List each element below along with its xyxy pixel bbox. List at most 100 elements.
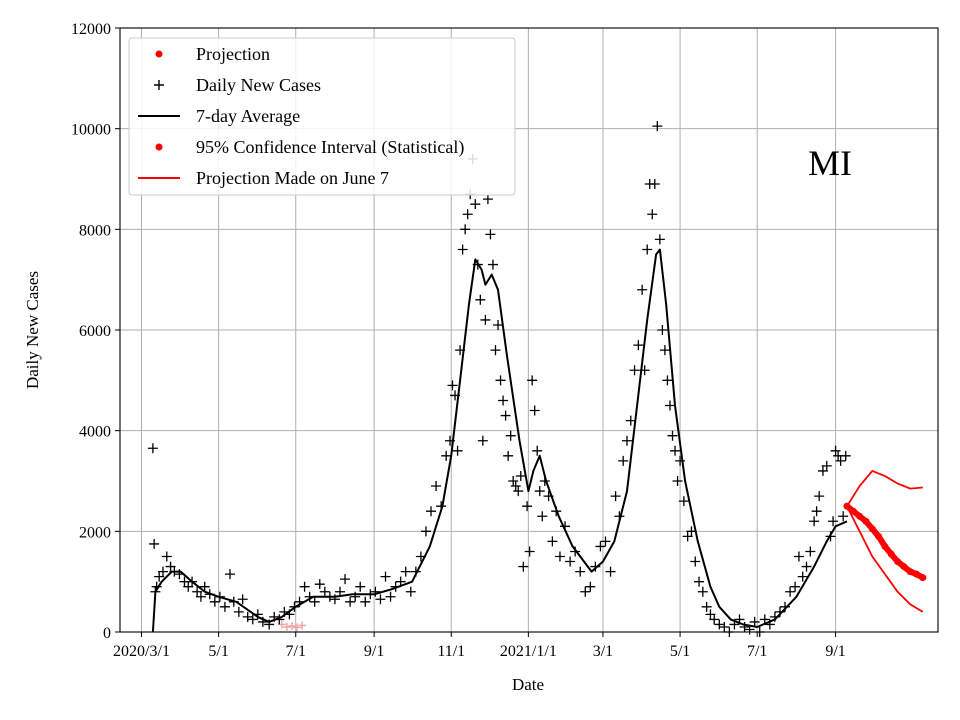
daily-case-marker <box>527 375 538 386</box>
daily-case-marker <box>493 319 504 330</box>
seven-day-average-line <box>151 248 848 633</box>
legend-label: Projection <box>196 44 270 64</box>
daily-case-marker <box>797 571 808 582</box>
daily-case-marker <box>529 405 540 416</box>
projection-lower-line <box>846 505 924 613</box>
daily-case-marker <box>657 325 668 335</box>
y-tick-label: 6000 <box>79 323 111 340</box>
daily-case-marker <box>705 609 716 620</box>
projection-upper-line <box>846 469 923 507</box>
daily-case-marker <box>340 574 351 585</box>
legend-label: Daily New Cases <box>196 75 321 95</box>
daily-case-marker <box>600 536 611 547</box>
daily-case-marker <box>522 501 533 512</box>
daily-case-marker <box>547 536 558 547</box>
daily-case-marker <box>580 586 591 597</box>
legend-label: 95% Confidence Interval (Statistical) <box>196 137 464 158</box>
x-tick-label: 2021/1/1 <box>500 643 557 660</box>
daily-case-marker <box>149 538 160 549</box>
daily-case-marker <box>224 569 235 580</box>
daily-case-marker <box>247 614 258 625</box>
daily-case-marker <box>625 415 636 426</box>
daily-case-marker <box>477 435 488 446</box>
x-tick-label: 9/1 <box>364 643 384 660</box>
daily-case-marker <box>605 566 616 577</box>
daily-case-marker <box>457 244 468 255</box>
projection-point <box>862 517 870 525</box>
daily-case-marker <box>462 209 473 220</box>
legend-dot-marker <box>155 50 163 58</box>
projection-point <box>868 525 876 533</box>
x-tick-label: 5/1 <box>670 643 690 660</box>
daily-case-marker <box>431 481 442 492</box>
daily-case-marker <box>370 586 381 597</box>
daily-case-marker <box>334 586 345 597</box>
early-projection-marker <box>298 621 307 630</box>
daily-case-marker <box>441 450 452 461</box>
x-tick-label: 9/1 <box>825 643 845 660</box>
daily-case-marker <box>801 561 812 572</box>
daily-case-marker <box>209 596 220 607</box>
projection-point <box>856 512 864 520</box>
daily-case-marker <box>498 395 509 406</box>
legend: Projection Daily New Cases 7-day Average 95… <box>128 37 516 196</box>
daily-case-marker <box>309 596 320 607</box>
daily-case-marker <box>237 594 248 605</box>
daily-case-marker <box>460 224 471 235</box>
daily-case-marker <box>838 511 849 522</box>
daily-case-marker <box>610 491 621 502</box>
daily-case-marker <box>629 365 640 376</box>
daily-case-marker <box>385 591 396 602</box>
legend-box <box>128 37 516 196</box>
daily-case-marker <box>790 581 801 592</box>
daily-case-marker <box>192 586 203 597</box>
projection-point <box>875 532 883 540</box>
daily-case-marker <box>345 596 356 607</box>
daily-case-marker <box>809 516 820 527</box>
daily-case-marker <box>670 445 681 456</box>
x-tick-label: 7/1 <box>286 643 306 660</box>
projection-point <box>906 568 914 576</box>
daily-case-marker <box>621 435 632 446</box>
axes: 2020/3/1 5/1 7/1 9/1 11/1 2021/1/1 3/1 5/1 7/1 9/… <box>71 21 846 660</box>
daily-case-marker <box>518 561 529 572</box>
daily-case-marker <box>675 455 686 466</box>
daily-case-marker <box>840 450 851 461</box>
daily-case-marker <box>659 345 670 356</box>
y-tick-label: 12000 <box>71 21 111 38</box>
daily-case-marker <box>664 400 675 411</box>
early-projection-marker <box>287 621 296 630</box>
x-tick-label: 5/1 <box>208 643 228 660</box>
daily-case-marker <box>199 581 210 592</box>
daily-case-marker <box>649 179 660 190</box>
daily-case-marker <box>817 465 828 476</box>
daily-case-marker <box>534 486 545 497</box>
daily-case-marker <box>475 294 486 305</box>
legend-dot-marker <box>155 143 163 151</box>
daily-case-marker <box>495 375 506 386</box>
daily-case-marker <box>814 491 825 502</box>
daily-case-marker <box>537 511 548 522</box>
x-tick-label: 11/1 <box>437 643 465 660</box>
early-projection-marker <box>293 623 302 632</box>
daily-case-marker <box>785 586 796 597</box>
daily-case-marker <box>805 546 816 557</box>
daily-case-marker <box>161 551 172 562</box>
daily-case-marker <box>480 314 491 325</box>
daily-case-marker <box>400 566 411 577</box>
daily-case-marker <box>452 445 463 456</box>
daily-case-marker <box>682 531 693 542</box>
legend-label: 7-day Average <box>196 106 300 126</box>
projection-point <box>887 550 895 558</box>
daily-case-marker <box>709 614 720 625</box>
y-tick-label: 0 <box>103 625 111 642</box>
daily-case-marker <box>157 566 168 577</box>
daily-case-marker <box>633 340 644 351</box>
daily-case-marker <box>672 476 683 486</box>
daily-case-marker <box>678 496 689 507</box>
daily-case-marker <box>500 410 511 421</box>
projection-point <box>919 574 927 582</box>
daily-case-marker <box>447 380 458 391</box>
projection-point <box>849 507 857 515</box>
